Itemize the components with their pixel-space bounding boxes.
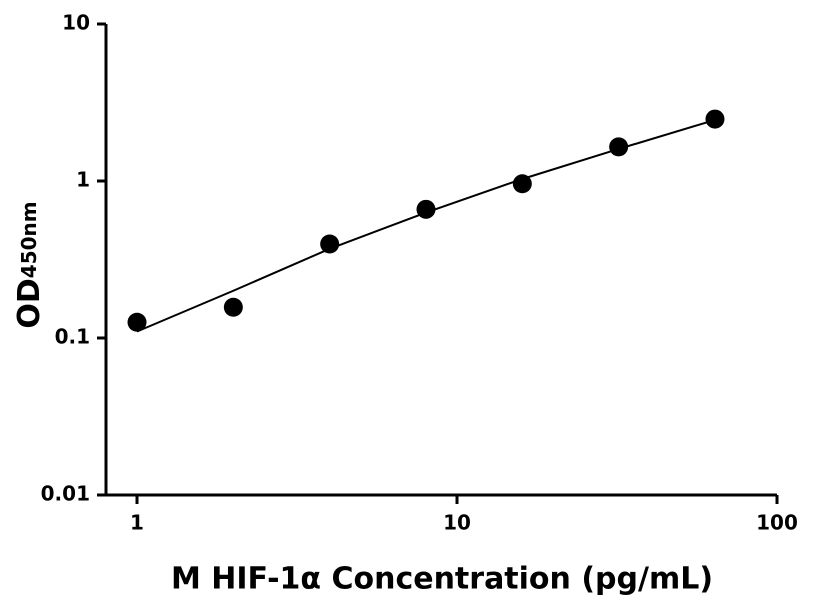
fit-curve — [136, 118, 716, 333]
data-point — [609, 137, 629, 157]
y-tick-label: 0.01 — [41, 482, 90, 506]
y-tick-label: 10 — [62, 11, 90, 35]
y-axis-title-subscript: 450nm — [17, 201, 41, 278]
x-tick-label: 10 — [443, 511, 471, 535]
y-axis-title: OD450nm — [12, 201, 47, 328]
y-tick-label: 1 — [76, 168, 90, 192]
data-point — [223, 297, 243, 317]
data-point — [512, 174, 532, 194]
data-point — [705, 109, 725, 129]
data-point — [320, 234, 340, 254]
x-tick-label: 1 — [130, 511, 144, 535]
x-axis-title: M HIF-1α Concentration (pg/mL) — [171, 562, 713, 597]
data-point — [127, 312, 147, 332]
y-axis-title-main: OD — [12, 278, 47, 328]
x-tick-label: 100 — [756, 511, 798, 535]
y-tick-label: 0.1 — [55, 325, 90, 349]
